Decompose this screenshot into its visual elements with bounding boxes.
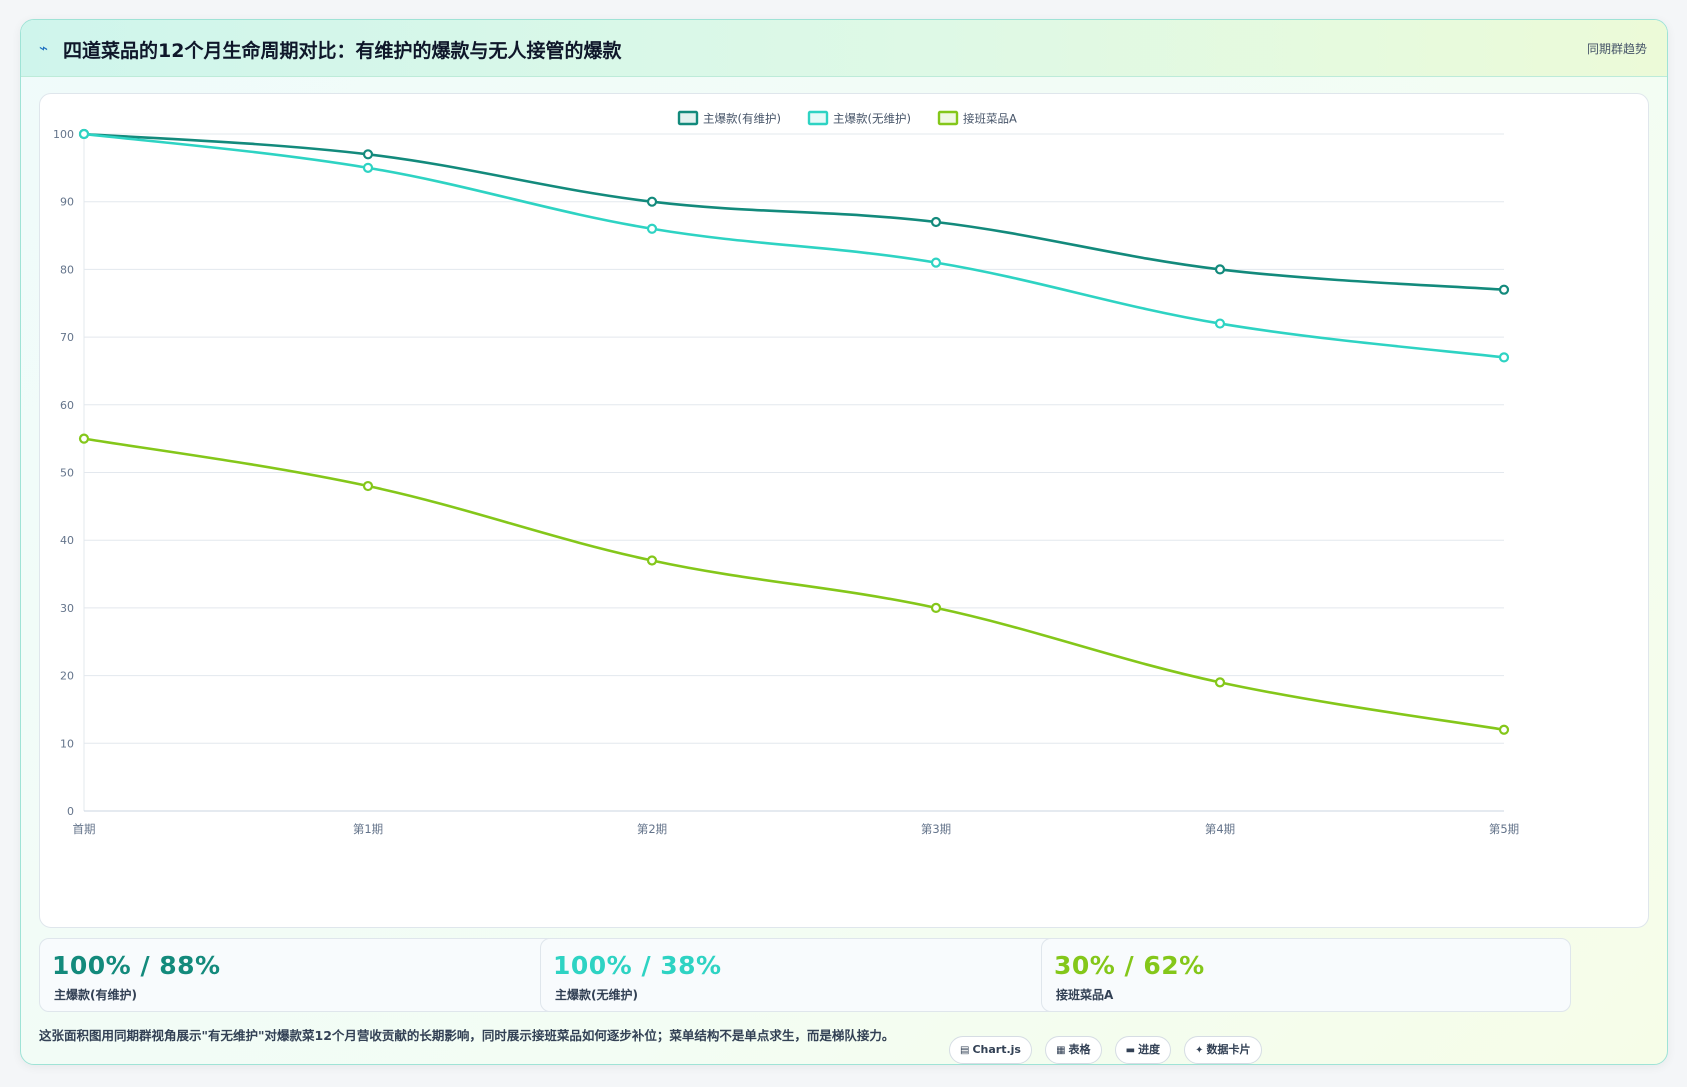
chart-title: 四道菜品的12个月生命周期对比：有维护的爆款与无人接管的爆款 [63,40,622,62]
data-point [362,480,374,492]
chip-label: 表格 [1068,1043,1091,1056]
data-point [930,216,942,228]
data-point [1498,284,1510,295]
kpi-value: 30% / 62% [1054,951,1205,980]
card-footer: 这张面积图用同期群视角展示"有无维护"对爆款菜12个月营收贡献的长期影响，同时展… [39,1024,1649,1064]
chip-label: Chart.js [972,1043,1021,1056]
kpi-card-unmaintained: 100% / 38% 主爆款(无维护) [540,938,1070,1012]
kpi-label: 接班菜品A [1056,988,1114,1002]
data-point [1498,352,1510,363]
data-point [362,149,374,160]
data-point [1214,264,1226,275]
chip-chartjs[interactable]: ▤ Chart.js [949,1036,1032,1064]
data-point [78,433,90,444]
kpi-row: 100% / 88% 主爆款(有维护) 100% / 38% 主爆款(无维护) … [39,938,1649,1012]
y-tick-label: 10 [60,737,74,750]
progress-icon: ▬ [1125,1045,1136,1056]
kpi-label: 主爆款(无维护) [555,988,638,1002]
y-tick-label: 90 [60,196,74,209]
data-point [930,257,942,268]
legend-label: 主爆款(无维护) [833,112,911,126]
x-tick-label: 第5期 [1489,822,1519,836]
series-line-3 [83,437,1505,732]
kpi-value: 100% / 88% [52,951,221,980]
y-tick-label: 30 [60,602,74,615]
kpi-value: 100% / 38% [553,951,722,980]
y-tick-label: 70 [60,331,74,344]
chart-description: 这张面积图用同期群视角展示"有无维护"对爆款菜12个月营收贡献的长期影响，同时展… [39,1028,895,1043]
y-tick-label: 100 [53,128,74,141]
chip-table[interactable]: ▦ 表格 [1045,1036,1102,1064]
view-switcher: ▤ Chart.js ▦ 表格 ▬ 进度 ✦ 数据卡片 [949,1036,1270,1064]
x-tick-label: 第4期 [1205,822,1235,836]
x-tick-label: 第1期 [353,822,383,836]
chip-progress[interactable]: ▬ 进度 [1114,1036,1172,1064]
series-line-1 [83,132,1505,292]
data-point [930,602,942,614]
legend-swatch [937,110,959,126]
data-point [362,162,374,173]
sparkle-icon: ✦ [1195,1045,1204,1056]
series-line-2 [83,132,1505,359]
legend-swatch [677,110,699,126]
kpi-card-successor: 30% / 62% 接班菜品A [1041,938,1571,1012]
trend-icon: ⌁ [39,39,49,57]
data-point [1498,724,1510,735]
line-chart: 0 10 20 30 40 50 60 70 80 90 100 首期 第1期 第2期 第3期 第4期 第5期 主… [53,110,1519,836]
x-tick-label: 第2期 [637,822,667,836]
chart-card: ⌁ 四道菜品的12个月生命周期对比：有维护的爆款与无人接管的爆款 同期群趋势 0… [20,19,1668,1065]
chip-data-cards[interactable]: ✦ 数据卡片 [1184,1036,1262,1064]
x-tick-label: 首期 [73,822,96,836]
chip-label: 进度 [1138,1043,1161,1056]
card-header: ⌁ 四道菜品的12个月生命周期对比：有维护的爆款与无人接管的爆款 同期群趋势 [21,20,1667,77]
y-tick-label: 20 [60,670,74,683]
data-point [1214,677,1226,688]
y-tick-label: 60 [60,399,74,412]
y-tick-label: 50 [60,467,74,480]
chart-tag: 同期群趋势 [1586,42,1647,56]
plot-area: 0 10 20 30 40 50 60 70 80 90 100 首期 第1期 第2期 第3期 第4期 第5期 主… [39,93,1649,928]
legend-swatch [807,110,829,126]
chart-icon: ▤ [960,1045,970,1056]
chip-label: 数据卡片 [1206,1043,1251,1056]
table-icon: ▦ [1056,1045,1066,1056]
data-point [646,196,658,207]
data-point [78,128,90,140]
kpi-label: 主爆款(有维护) [54,988,137,1002]
y-tick-label: 40 [60,534,74,547]
data-point [646,223,658,234]
data-point [646,555,658,566]
data-point [1214,318,1226,329]
y-tick-label: 0 [67,805,74,818]
legend-label: 主爆款(有维护) [703,112,781,126]
kpi-card-maintained: 100% / 88% 主爆款(有维护) [39,938,569,1012]
legend-label: 接班菜品A [963,112,1017,126]
y-tick-label: 80 [60,263,74,276]
x-tick-label: 第3期 [921,822,951,836]
